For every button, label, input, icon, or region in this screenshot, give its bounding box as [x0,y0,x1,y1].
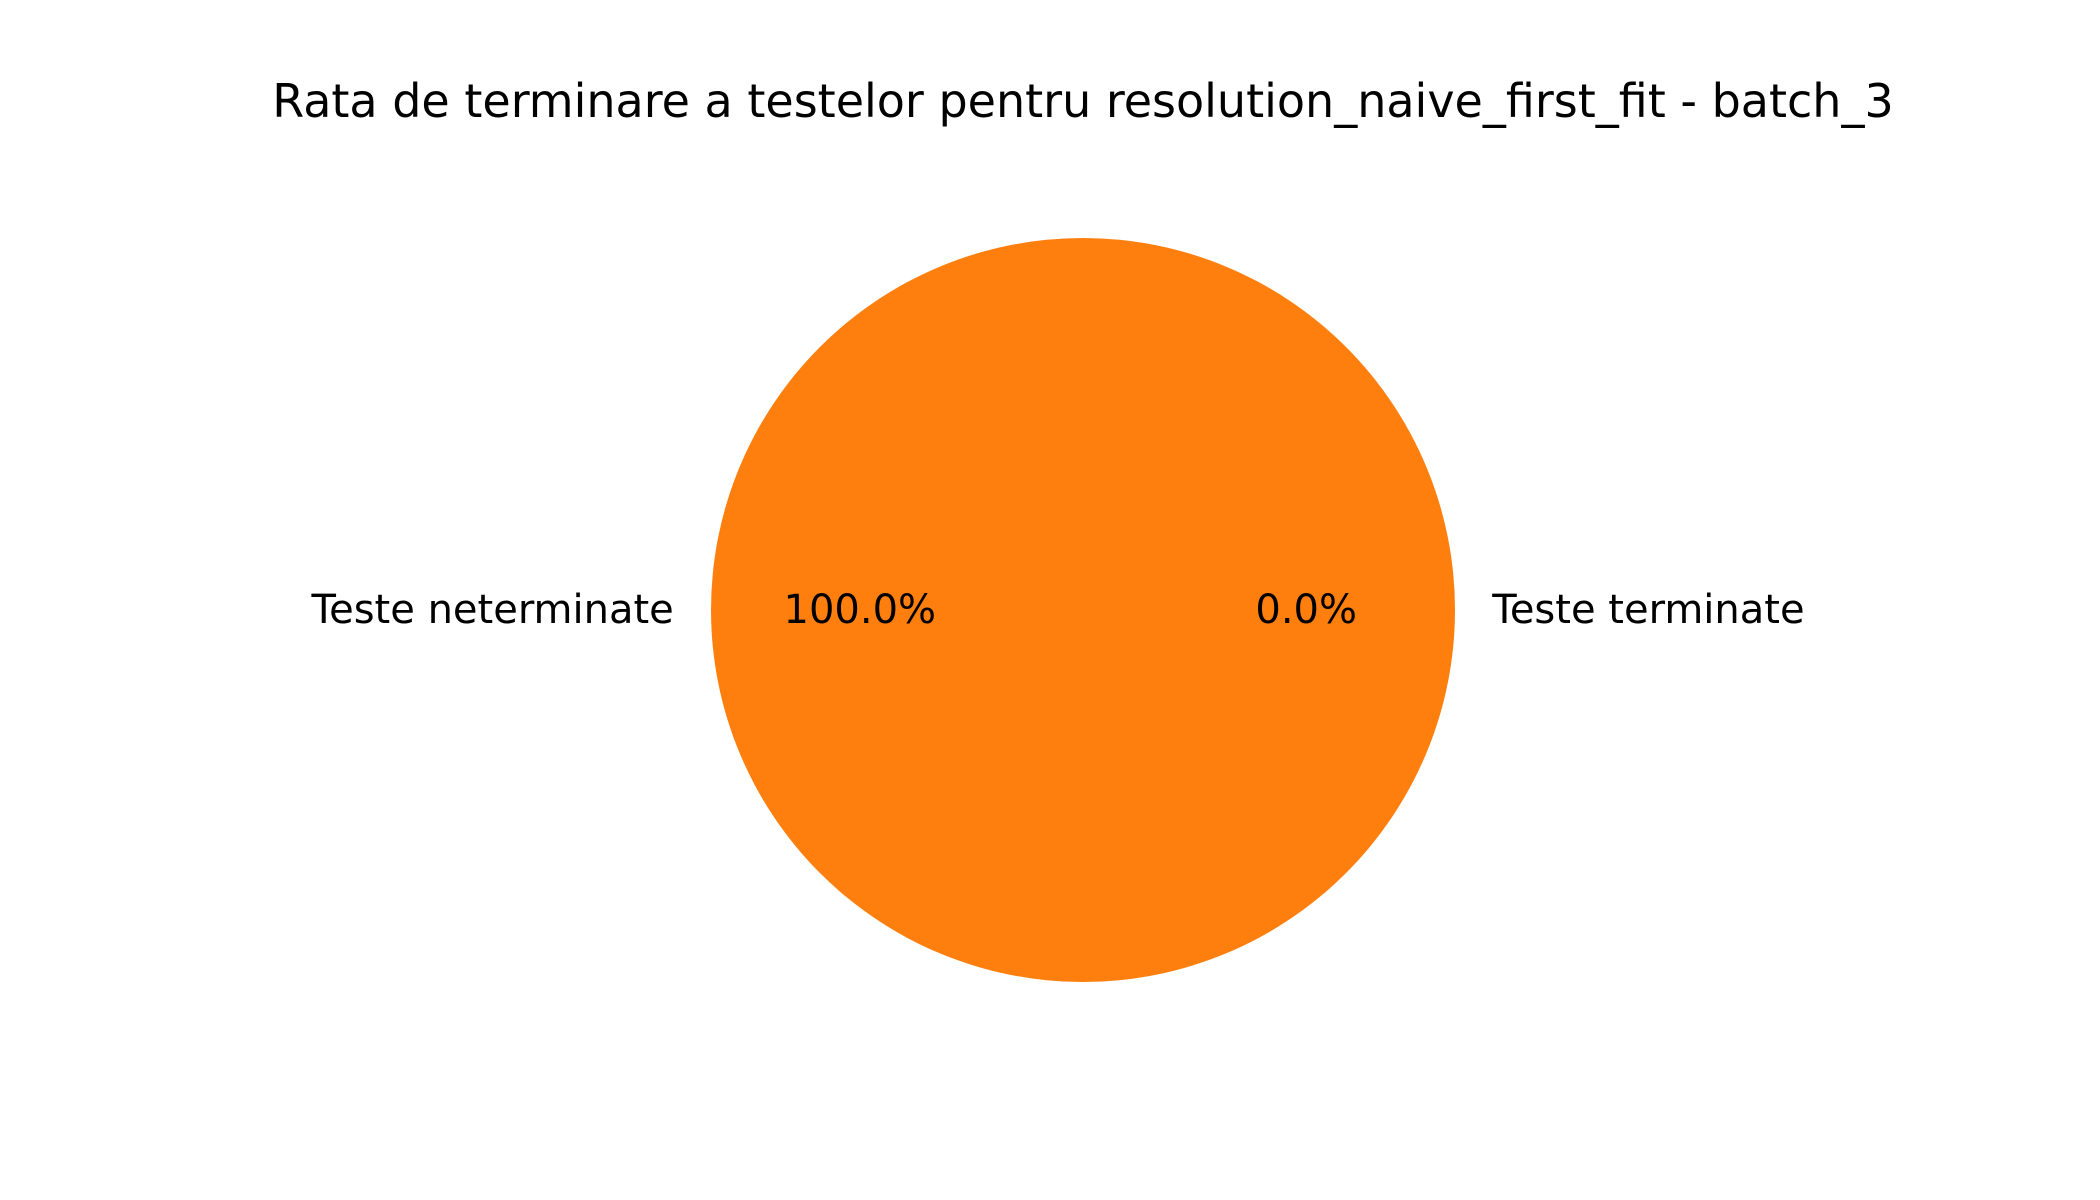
slice-label-teste-neterminate: Teste neterminate [310,587,673,633]
percent-label-teste-terminate: 0.0% [1255,587,1357,633]
percent-label-teste-neterminate: 100.0% [784,587,937,633]
chart-title: Rata de terminare a testelor pentru reso… [272,74,1893,128]
slice-label-teste-terminate: Teste terminate [1491,587,1804,633]
pie-slice-teste-neterminate [711,238,1455,982]
pie-labels: Teste terminate 0.0% Teste neterminate 100.… [310,587,1804,633]
pie-slices [711,238,1455,982]
